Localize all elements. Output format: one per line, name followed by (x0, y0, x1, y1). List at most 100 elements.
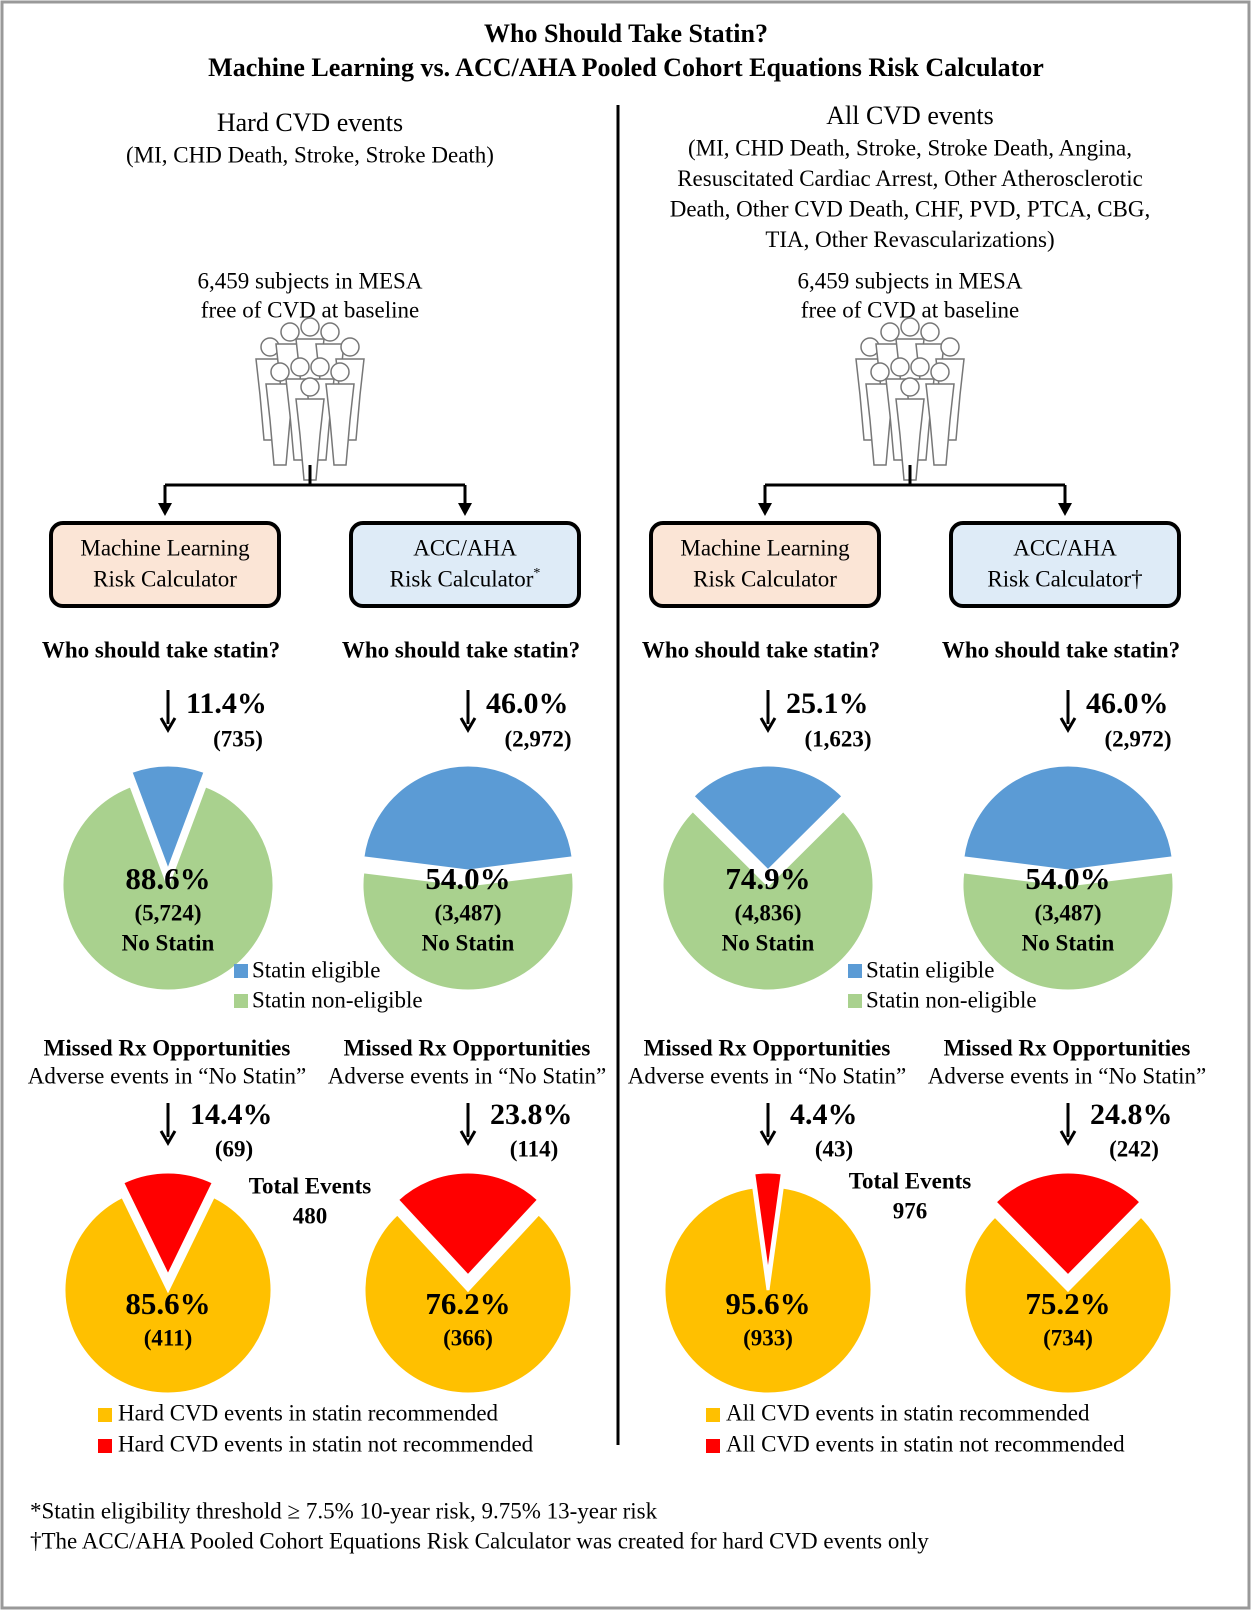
arrow-head (459, 717, 477, 733)
arrow-head (459, 1130, 477, 1146)
label: Death, Other CVD Death, CHF, PVD, PTCA, … (670, 196, 1151, 221)
label: 54.0% (425, 861, 510, 896)
legend-swatch (706, 1408, 720, 1422)
label: 11.4% (186, 687, 267, 720)
legend-swatch (848, 964, 862, 978)
label: 76.2% (425, 1286, 510, 1321)
legend-swatch (234, 964, 248, 978)
label: ACC/AHA (1013, 535, 1117, 560)
label: Statin non-eligible (866, 987, 1037, 1012)
title: Who Should Take Statin? (484, 19, 768, 48)
connector (763, 465, 1067, 510)
label: 46.0% (486, 687, 569, 720)
pie-slice (360, 870, 576, 993)
person-body (325, 383, 355, 466)
legend-swatch (706, 1439, 720, 1453)
calculator-box (349, 521, 581, 608)
arrow-head (158, 503, 172, 516)
person-body (295, 398, 325, 481)
label: 14.4% (190, 1098, 273, 1131)
footnote: †The ACC/AHA Pooled Cohort Equations Ris… (30, 1528, 929, 1553)
label: 23.8% (490, 1098, 573, 1131)
label: Missed Rx Opportunities (44, 1035, 291, 1060)
label: (MI, CHD Death, Stroke, Stroke Death) (126, 142, 494, 167)
subtitle: Machine Learning vs. ACC/AHA Pooled Coho… (208, 53, 1044, 82)
label: (43) (815, 1136, 853, 1161)
label: 24.8% (1090, 1098, 1173, 1131)
label: Missed Rx Opportunities (344, 1035, 591, 1060)
person-head (270, 362, 290, 382)
label: 74.9% (725, 861, 810, 896)
legend-swatch (98, 1439, 112, 1453)
label: Machine Learning (80, 535, 250, 560)
label: Risk Calculator (693, 566, 837, 591)
label: 480 (293, 1203, 328, 1228)
pie-slice (362, 1211, 574, 1396)
person-head (340, 337, 360, 357)
pie-slice (992, 1170, 1144, 1279)
label: No Statin (1022, 930, 1115, 955)
label: Who should take statin? (342, 637, 580, 662)
label: (114) (510, 1136, 559, 1161)
label: (3,487) (434, 900, 501, 925)
calculator-box (949, 521, 1181, 608)
label: (2,972) (504, 726, 571, 751)
people-icon (255, 317, 365, 481)
person-head (310, 357, 330, 377)
label: Who should take statin? (42, 637, 280, 662)
arrow-head (759, 717, 777, 733)
arrow-head (758, 503, 772, 516)
arrow-head (159, 1130, 177, 1146)
person-head (920, 322, 940, 342)
label: Who should take statin? (942, 637, 1180, 662)
person-head (330, 362, 350, 382)
label: (5,724) (134, 900, 201, 925)
label: Resuscitated Cardiac Arrest, Other Ather… (677, 166, 1143, 191)
label: 4.4% (790, 1098, 858, 1131)
arrow-head (159, 717, 177, 733)
label: 976 (893, 1198, 928, 1223)
label: All CVD events in statin recommended (726, 1400, 1090, 1425)
label: All CVD events (826, 101, 994, 130)
label: Adverse events in “No Statin” (28, 1063, 306, 1088)
pie-slice (662, 1185, 874, 1396)
label: ACC/AHA (413, 535, 517, 560)
pie-slice (960, 870, 1176, 993)
legend-swatch (848, 994, 862, 1008)
calculator-box (49, 521, 281, 608)
person-head (870, 362, 890, 382)
label: 25.1% (786, 687, 869, 720)
pie-slice (128, 763, 208, 876)
label: (MI, CHD Death, Stroke, Stroke Death, An… (688, 135, 1132, 160)
label: 75.2% (1025, 1286, 1110, 1321)
legend-swatch (98, 1408, 112, 1422)
label: Adverse events in “No Statin” (328, 1063, 606, 1088)
label: 88.6% (125, 861, 210, 896)
label: No Statin (722, 930, 815, 955)
pie-slice (962, 1213, 1174, 1396)
people-icon (855, 317, 965, 481)
label: Machine Learning (680, 535, 850, 560)
label: (242) (1109, 1136, 1159, 1161)
superscript: * (533, 566, 540, 581)
label: Risk Calculator* (390, 566, 541, 592)
label: (69) (215, 1136, 253, 1161)
person-head (300, 377, 320, 397)
label: 6,459 subjects in MESA (798, 268, 1023, 293)
person-head (900, 317, 920, 337)
label: Hard CVD events in statin not recommende… (118, 1431, 534, 1456)
label: No Statin (122, 930, 215, 955)
label: (3,487) (1034, 900, 1101, 925)
arrow-head (1059, 1130, 1077, 1146)
label: Statin non-eligible (252, 987, 423, 1012)
connector (163, 465, 467, 510)
label: (735) (213, 726, 263, 751)
label: Adverse events in “No Statin” (928, 1063, 1206, 1088)
legend-swatch (234, 994, 248, 1008)
arrow-head (458, 503, 472, 516)
label: (1,623) (804, 726, 871, 751)
pie-slice (62, 1194, 274, 1396)
pie-slice (961, 763, 1175, 873)
label: (2,972) (1104, 726, 1171, 751)
label: (734) (1043, 1325, 1093, 1350)
